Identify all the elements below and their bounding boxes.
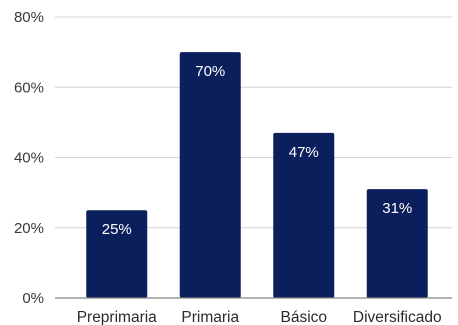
bar [179, 52, 241, 298]
y-tick-label: 60% [14, 79, 44, 96]
y-tick-label: 40% [14, 150, 44, 167]
x-category-label: Diversificado [353, 309, 442, 325]
bar-data-label: 70% [195, 63, 225, 80]
x-category-label: Preprimaria [77, 309, 157, 325]
x-category-label: Básico [280, 309, 327, 325]
x-axis-category-labels: Preprimaria Primaria Básico Diversificado [77, 309, 442, 325]
y-tick-label: 80% [14, 9, 44, 26]
bar [86, 210, 148, 298]
y-tick-label: 0% [22, 290, 44, 307]
bar-data-label: 25% [102, 221, 132, 238]
x-category-label: Primaria [181, 309, 239, 325]
data-labels: 25% 70% 47% 31% [102, 63, 413, 238]
bars [86, 52, 428, 298]
y-axis-tick-labels: 0% 20% 40% 60% 80% [14, 9, 44, 307]
bar [366, 189, 428, 298]
y-tick-label: 20% [14, 220, 44, 237]
bar-data-label: 47% [289, 144, 319, 161]
bar-data-label: 31% [382, 200, 412, 217]
bar [273, 132, 335, 298]
